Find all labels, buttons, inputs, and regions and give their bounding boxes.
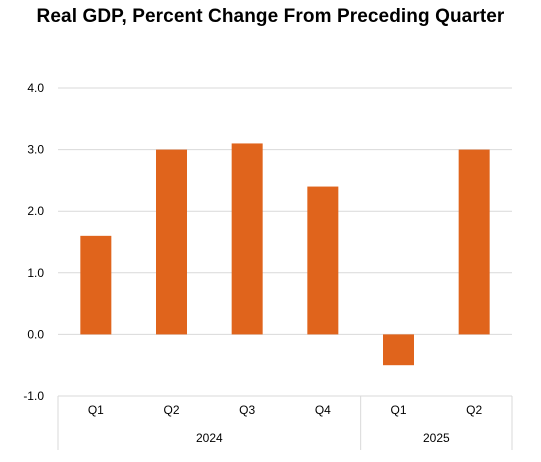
chart-title: Real GDP, Percent Change From Preceding … bbox=[36, 6, 505, 27]
y-tick-label: 2.0 bbox=[27, 204, 44, 218]
y-tick-label: 1.0 bbox=[27, 266, 44, 280]
bar bbox=[156, 149, 187, 335]
bar bbox=[307, 186, 339, 335]
bar bbox=[458, 149, 490, 335]
gridlines bbox=[58, 87, 512, 397]
x-tick-label: Q2 bbox=[163, 403, 179, 417]
x-tick-label: Q4 bbox=[315, 403, 331, 417]
y-tick-label: -1.0 bbox=[23, 389, 44, 403]
y-tick-label: 3.0 bbox=[27, 143, 44, 157]
x-group-label: 2024 bbox=[196, 431, 223, 445]
x-group-label: 2025 bbox=[423, 431, 450, 445]
x-axis: Q1 Q2 Q3 Q4 Q1 Q2 2024 2025 bbox=[57, 396, 513, 450]
bar bbox=[231, 143, 263, 335]
x-tick-label: Q1 bbox=[390, 403, 406, 417]
x-tick-label: Q1 bbox=[88, 403, 104, 417]
bar bbox=[80, 235, 112, 335]
bars bbox=[80, 143, 490, 366]
y-tick-labels: -1.0 0.0 1.0 2.0 3.0 4.0 bbox=[23, 81, 44, 403]
bar bbox=[383, 334, 414, 366]
x-tick-label: Q3 bbox=[239, 403, 255, 417]
x-tick-label: Q2 bbox=[466, 403, 482, 417]
y-tick-label: 4.0 bbox=[27, 81, 44, 95]
y-tick-label: 0.0 bbox=[27, 327, 44, 341]
